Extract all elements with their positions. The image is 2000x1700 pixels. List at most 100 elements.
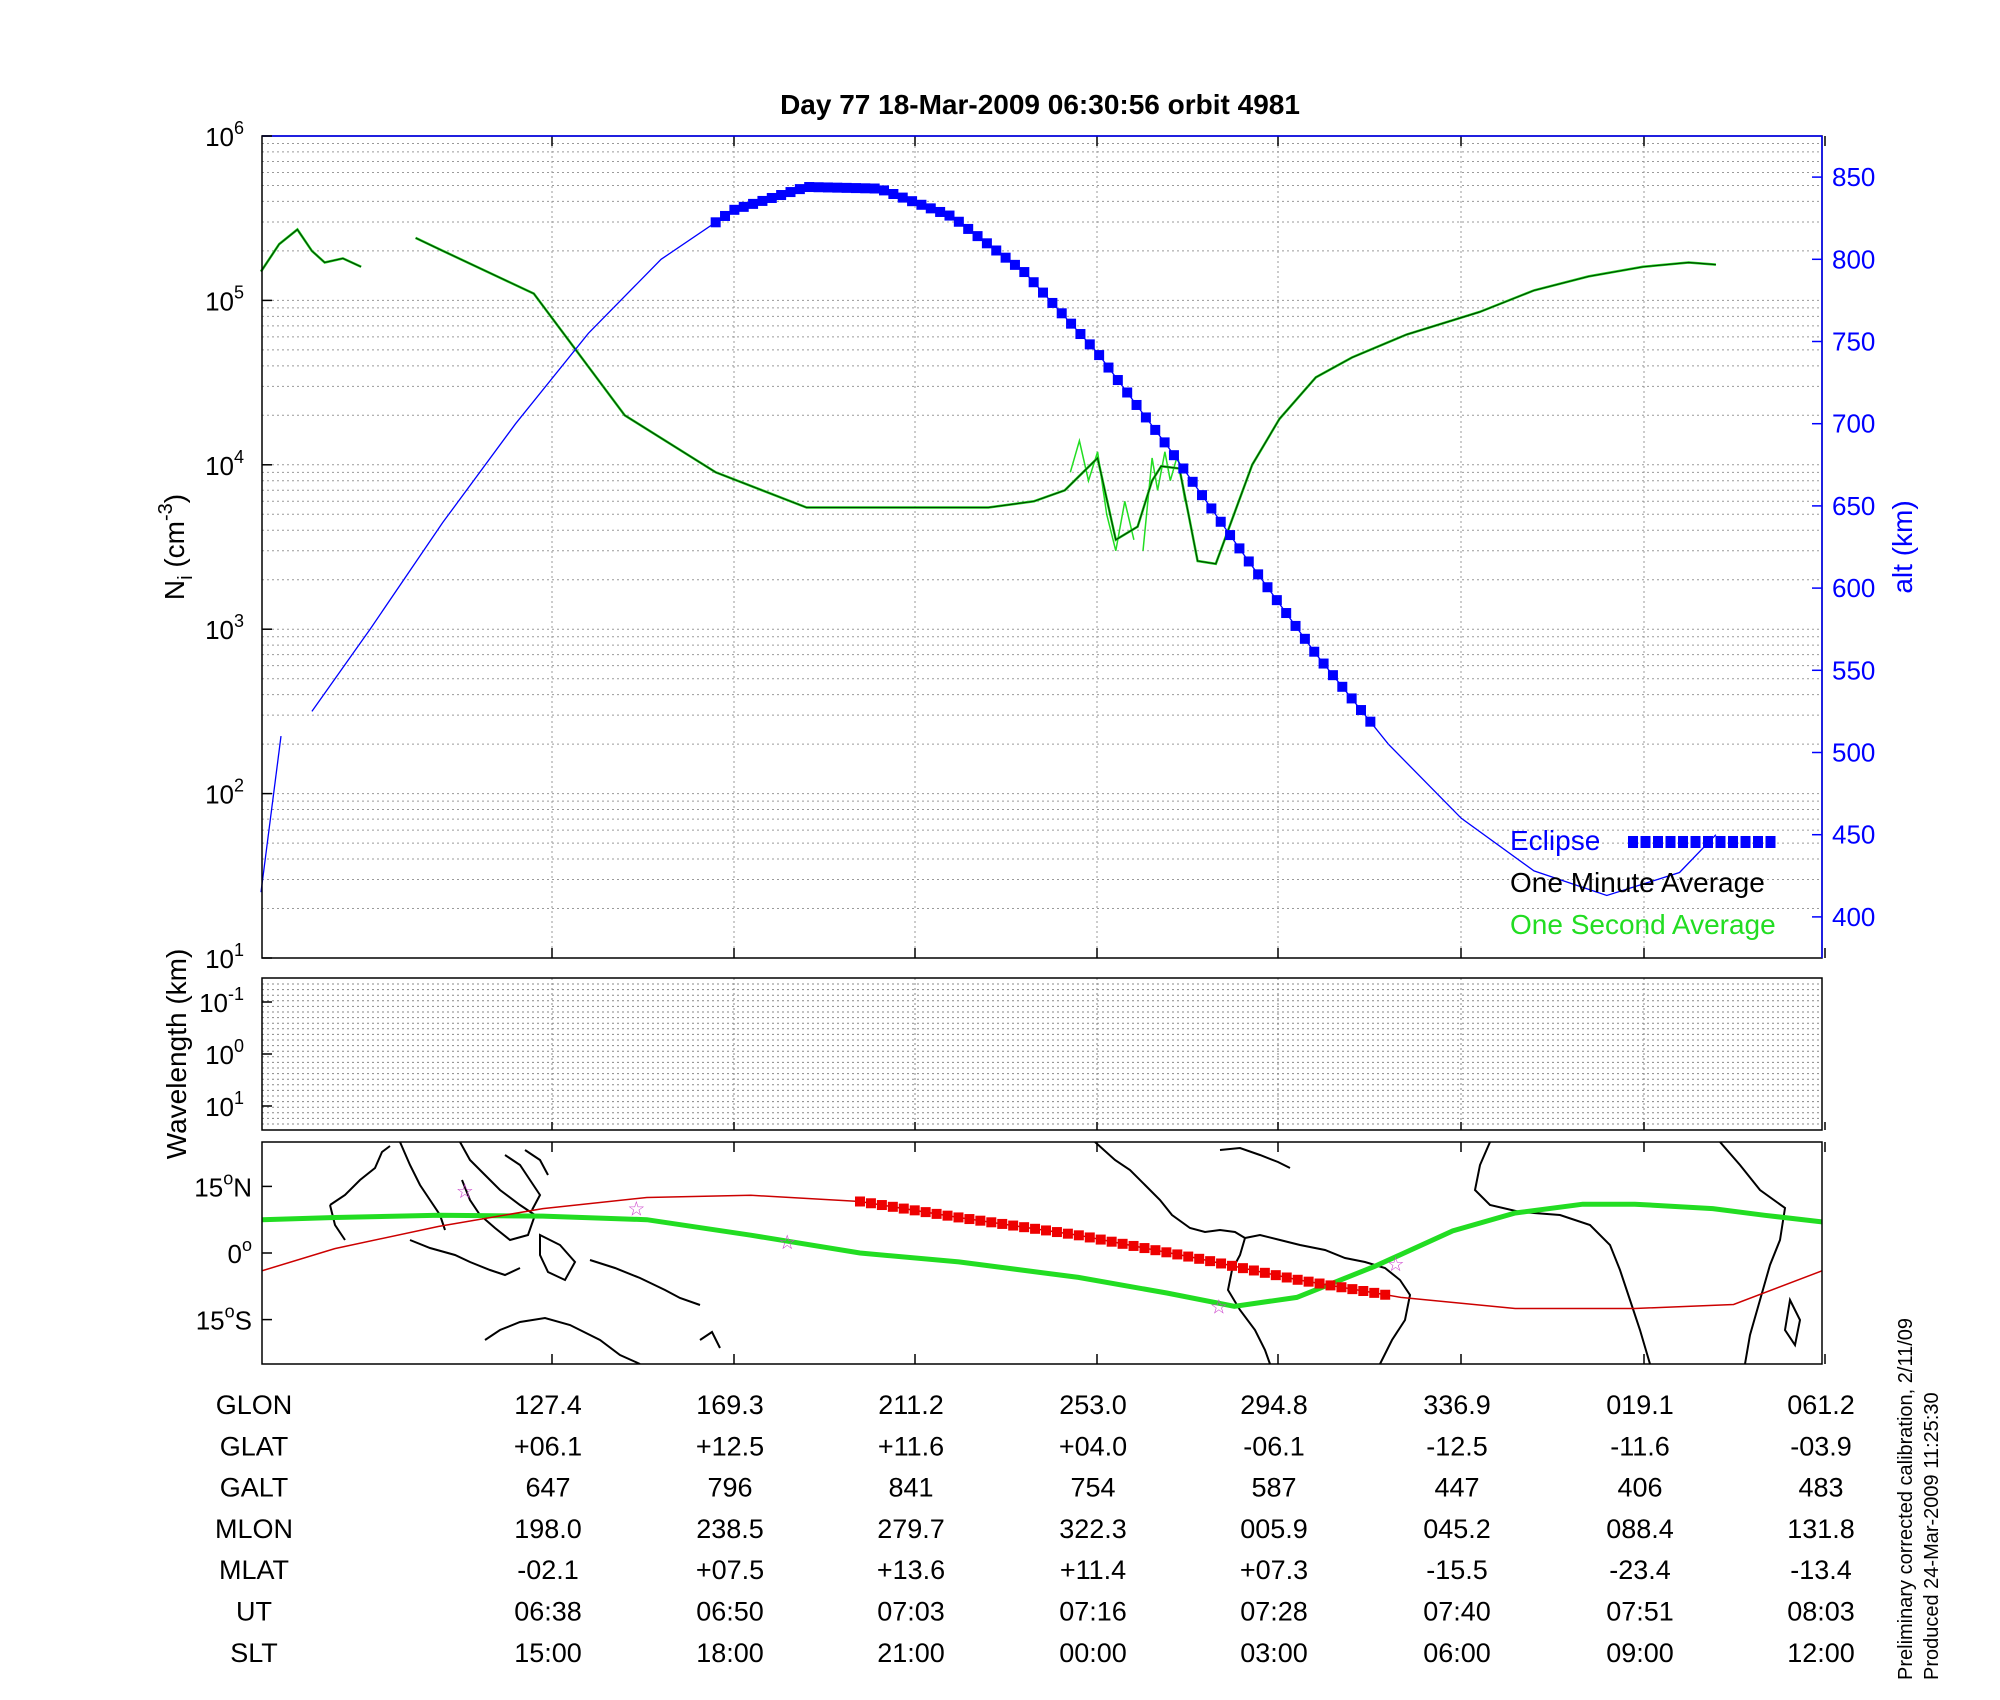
eclipse-marker xyxy=(925,203,936,214)
eclipse-marker xyxy=(738,201,749,212)
table-cell: 169.3 xyxy=(696,1390,764,1420)
density-y-tick-label: 104 xyxy=(205,447,244,481)
station-star-marker: ☆ xyxy=(778,1232,796,1254)
eclipse-marker xyxy=(935,206,946,217)
table-row-label: UT xyxy=(236,1597,272,1627)
table-cell: 07:51 xyxy=(1606,1597,1674,1627)
legend-eclipse-square xyxy=(1678,836,1688,848)
eclipse-track-marker xyxy=(1030,1223,1041,1234)
table-cell: 198.0 xyxy=(514,1514,582,1544)
density-y-tick-label: 101 xyxy=(205,940,244,974)
coast-borneo xyxy=(459,1142,537,1242)
table-cell: 088.4 xyxy=(1606,1514,1674,1544)
eclipse-marker xyxy=(1234,543,1245,554)
table-row-label: SLT xyxy=(230,1638,278,1668)
map-y-tick-label: 15oN xyxy=(194,1168,252,1202)
lat-value: 15 xyxy=(194,1172,223,1202)
eclipse-track-marker xyxy=(1303,1276,1314,1287)
eclipse-marker xyxy=(1038,287,1049,298)
altitude-y-tick-label: 650 xyxy=(1832,491,1875,521)
eclipse-marker xyxy=(850,183,861,194)
one-minute-average-line xyxy=(415,237,1716,565)
eclipse-marker xyxy=(879,185,890,196)
altitude-y-tick-label: 600 xyxy=(1832,573,1875,603)
eclipse-marker xyxy=(1365,716,1376,727)
wavelength-grid xyxy=(262,978,1826,1130)
map-axes-frame xyxy=(261,1141,1823,1365)
eclipse-marker xyxy=(1131,399,1142,410)
eclipse-track-marker xyxy=(1183,1251,1194,1262)
eclipse-marker xyxy=(1243,556,1254,567)
map-ticks xyxy=(551,1142,1826,1364)
table-cell: 09:00 xyxy=(1606,1638,1674,1668)
eclipse-track-marker xyxy=(1380,1289,1391,1300)
legend-eclipse-square xyxy=(1753,836,1763,848)
eclipse-track-marker xyxy=(1117,1238,1128,1249)
density-y-tick-label: 106 xyxy=(205,118,244,152)
tick-exponent: 0 xyxy=(234,1036,244,1056)
eclipse-marker xyxy=(1028,277,1039,288)
eclipse-track-marker xyxy=(1041,1225,1052,1236)
eclipse-marker xyxy=(813,182,824,193)
altitude-y-tick-label: 850 xyxy=(1832,162,1875,192)
eclipse-marker xyxy=(841,182,852,193)
eclipse-marker xyxy=(1327,670,1338,681)
eclipse-track-marker xyxy=(1161,1247,1172,1258)
legend: Eclipse One Minute Average One Second Av… xyxy=(1510,825,1776,940)
y-label-unit: (cm xyxy=(159,521,190,575)
eclipse-marker xyxy=(888,188,899,199)
table-cell: 483 xyxy=(1798,1473,1843,1503)
eclipse-track-marker xyxy=(1084,1232,1095,1243)
coast-sumatra-java xyxy=(409,1239,521,1277)
table-cell: 005.9 xyxy=(1240,1514,1308,1544)
altitude-y-tick-label: 700 xyxy=(1832,409,1875,439)
coast-south-america-west xyxy=(1226,1237,1271,1364)
eclipse-marker xyxy=(1225,530,1236,541)
legend-eclipse-square xyxy=(1653,836,1663,848)
eclipse-track-marker xyxy=(1336,1282,1347,1293)
eclipse-marker xyxy=(1262,582,1273,593)
table-cell: -13.4 xyxy=(1790,1555,1852,1585)
table-cell: 07:40 xyxy=(1423,1597,1491,1627)
legend-eclipse-square xyxy=(1740,836,1751,848)
altitude-y-label: alt (km) xyxy=(1887,500,1918,593)
table-cell: 12:00 xyxy=(1787,1638,1855,1668)
eclipse-marker xyxy=(972,231,983,242)
legend-eclipse-square xyxy=(1628,836,1638,848)
legend-eclipse-marker xyxy=(1628,836,1776,848)
eclipse-track-marker xyxy=(964,1214,975,1225)
eclipse-marker xyxy=(1356,705,1367,716)
eclipse-track-marker xyxy=(953,1212,964,1223)
tick-exponent: -1 xyxy=(228,984,244,1004)
eclipse-marker xyxy=(1271,595,1282,606)
tick-base: 10 xyxy=(205,1040,234,1070)
legend-one-minute-label: One Minute Average xyxy=(1510,867,1765,898)
eclipse-marker xyxy=(1159,437,1170,448)
eclipse-track-marker xyxy=(1062,1228,1073,1239)
magnetic-equator-line xyxy=(262,1201,1822,1309)
table-cell: 294.8 xyxy=(1240,1390,1308,1420)
eclipse-track-marker xyxy=(1008,1220,1019,1231)
station-star-marker: ☆ xyxy=(627,1199,645,1221)
table-cell: -03.9 xyxy=(1790,1431,1852,1461)
eclipse-track-marker xyxy=(1205,1256,1216,1267)
coast-solomon xyxy=(699,1330,721,1349)
tick-base: 10 xyxy=(205,944,234,974)
altitude-line xyxy=(260,736,282,893)
density-y-tick-label: 103 xyxy=(205,611,244,645)
table-cell: 08:03 xyxy=(1787,1597,1855,1627)
eclipse-marker xyxy=(1140,412,1151,423)
eclipse-track-marker xyxy=(898,1203,909,1214)
eclipse-track-marker xyxy=(1139,1243,1150,1254)
eclipse-track-marker xyxy=(1248,1265,1259,1276)
station-star-marker: ☆ xyxy=(1387,1254,1405,1276)
eclipse-track-marker xyxy=(986,1217,997,1228)
eclipse-track-marker xyxy=(855,1196,865,1207)
lat-value: 15 xyxy=(196,1306,225,1336)
table-cell: 21:00 xyxy=(877,1638,945,1668)
coast-south-america-east xyxy=(1244,1233,1412,1364)
eclipse-track-marker xyxy=(1347,1284,1358,1295)
eclipse-marker xyxy=(776,190,787,201)
eclipse-track-marker xyxy=(1292,1274,1303,1285)
altitude-y-tick-label: 750 xyxy=(1832,327,1875,357)
